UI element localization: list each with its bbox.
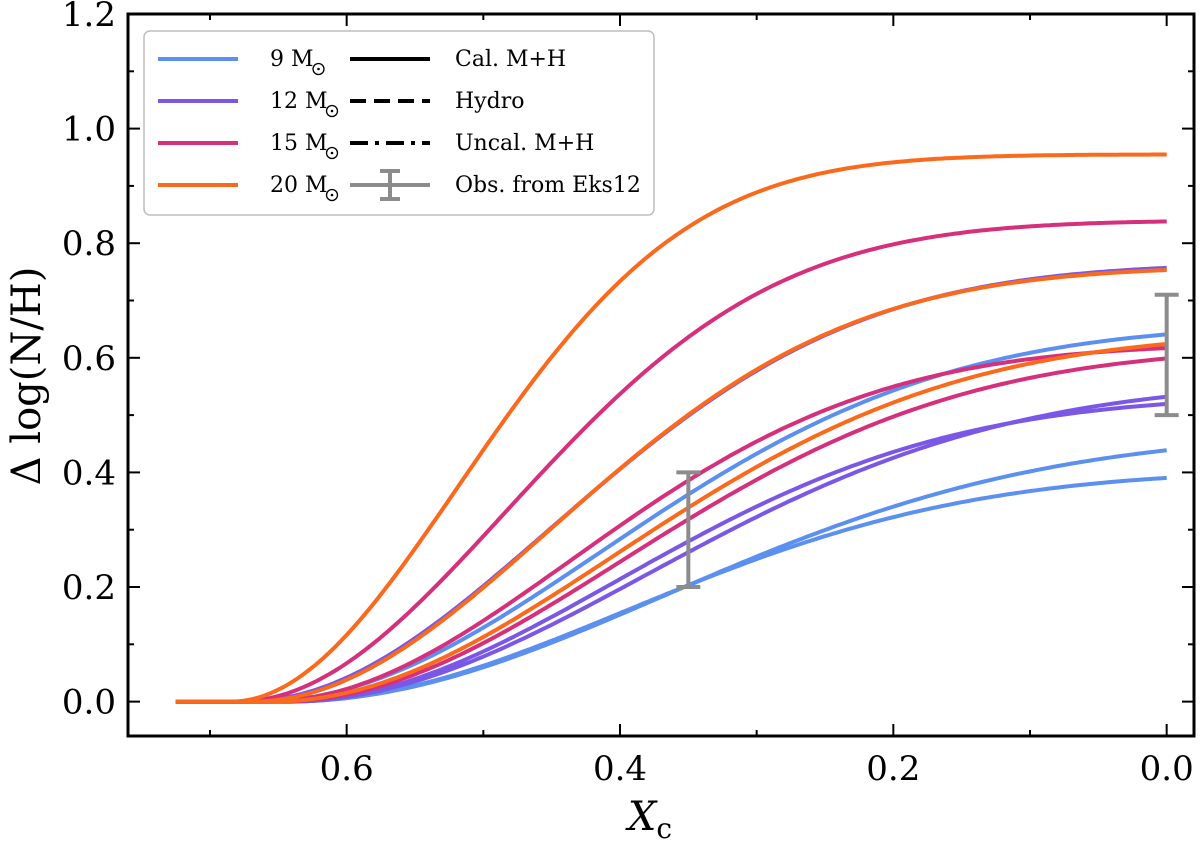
legend: 9 M 12 M 15 M 20 M Cal. M+H Hydro Uncal. M+H Ob… [143,30,655,216]
series-m15-cal [175,346,1167,704]
observations-layer [676,292,1179,590]
curves-layer [175,152,1167,704]
series-m20-uncal [175,152,1167,704]
sun-symbol-icon [312,62,325,76]
legend-label-m20: 20 M [270,173,328,198]
sun-symbol-dot [330,151,334,155]
ticks-layer [128,13,1194,736]
legend-label-hydro: Hydro [455,89,524,114]
series-m15-hydro [175,356,1167,704]
series-m20-hydro [175,342,1167,704]
y-tick-label: 1.0 [62,110,116,150]
legend-label-uncal: Uncal. M+H [455,131,594,156]
sun-symbol-icon [325,188,339,202]
series-m12-uncal [175,265,1167,704]
series-m20-cal [175,268,1167,704]
x-axis-title-sub: c [656,812,672,845]
legend-label-cal: Cal. M+H [455,47,566,72]
x-tick-label: 0.4 [593,749,647,789]
tick-labels-layer: 0.6 0.4 0.2 0.0 0.0 0.2 0.4 0.6 0.8 1.0 1.2 [62,0,1194,789]
x-axis-title: Xc [625,794,672,845]
legend-box [143,30,655,216]
y-tick-label: 0.8 [62,224,116,264]
y-tick-label: 0.6 [62,339,116,379]
legend-label-m15: 15 M [270,131,328,156]
x-tick-label: 0.2 [866,749,920,789]
observation-errorbar-1 [1154,292,1179,418]
sun-symbol-dot [330,193,334,197]
series-m9-hydro [175,448,1167,704]
y-axis-title: Δ log(N/H) [4,267,50,486]
series-m12-hydro [175,394,1167,704]
series-m9-cal [175,475,1167,704]
plot-frame [126,12,1196,738]
y-tick-label: 0.4 [62,453,116,493]
sun-symbol-dot [317,67,320,71]
legend-swatch-obs [350,169,430,201]
legend-label-m12: 12 M [270,89,328,114]
y-tick-label: 0.2 [62,568,116,608]
y-tick-label: 0.0 [62,683,116,723]
series-m15-uncal [175,219,1167,704]
legend-label-m9: 9 M [270,47,314,72]
y-tick-label: 1.2 [62,0,116,35]
sun-symbol-icon [325,104,339,118]
sun-symbol-dot [330,109,334,113]
legend-label-obs: Obs. from Eks12 [455,173,641,198]
x-tick-label: 0.6 [320,749,374,789]
x-axis-title-main: X [625,794,658,840]
sun-symbol-icon [325,146,339,160]
observation-errorbar-0 [676,470,701,590]
x-tick-label: 0.0 [1140,749,1194,789]
